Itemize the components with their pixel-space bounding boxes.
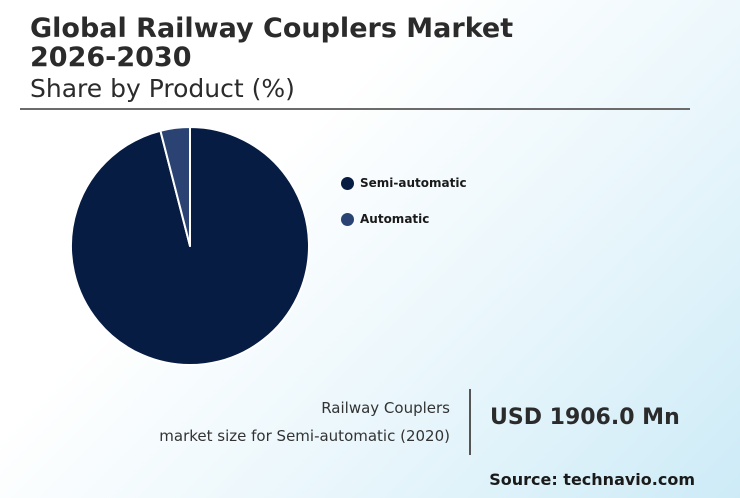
- title-divider: [20, 108, 690, 110]
- legend-item-semi-automatic: Semi-automatic: [341, 174, 467, 192]
- chart-title: Global Railway Couplers Market 2026-2030: [30, 13, 514, 73]
- legend-item-automatic: Automatic: [341, 210, 467, 228]
- source-credit: Source: technavio.com: [489, 470, 695, 489]
- pie-slice-automatic: [159, 126, 191, 247]
- stat-value: USD 1906.0 Mn: [490, 405, 680, 430]
- pie-chart: [70, 126, 310, 366]
- stat-divider: [469, 389, 471, 455]
- legend-swatch-semi-automatic: [341, 176, 354, 190]
- legend-label-automatic: Automatic: [360, 212, 430, 226]
- legend-swatch-automatic: [341, 212, 354, 226]
- stat-caption-line1: Railway Couplers: [321, 399, 450, 417]
- chart-subtitle: Share by Product (%): [30, 74, 295, 103]
- legend-label-semi-automatic: Semi-automatic: [360, 176, 467, 190]
- chart-legend: Semi-automatic Automatic: [341, 174, 467, 246]
- stat-caption-line2: market size for Semi-automatic (2020): [159, 427, 450, 445]
